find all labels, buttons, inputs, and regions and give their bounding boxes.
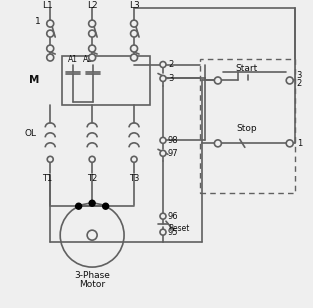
Circle shape: [76, 203, 82, 209]
Circle shape: [214, 77, 221, 84]
Text: A2: A2: [83, 55, 93, 64]
Text: Reset: Reset: [168, 224, 189, 233]
Text: 3-Phase: 3-Phase: [74, 270, 110, 280]
Text: T1: T1: [42, 174, 52, 183]
Circle shape: [160, 229, 166, 235]
Text: 2: 2: [168, 60, 173, 69]
Text: 95: 95: [168, 228, 178, 237]
Text: 97: 97: [168, 149, 179, 158]
Text: 96: 96: [168, 212, 179, 221]
Text: T3: T3: [129, 174, 139, 183]
Circle shape: [131, 45, 137, 52]
Circle shape: [89, 200, 95, 206]
Circle shape: [131, 20, 137, 27]
Circle shape: [47, 20, 54, 27]
Text: 3: 3: [297, 71, 302, 80]
Text: 1: 1: [35, 17, 41, 26]
Text: T2: T2: [87, 174, 97, 183]
Circle shape: [89, 156, 95, 162]
Circle shape: [89, 30, 96, 37]
Text: OL: OL: [24, 129, 36, 138]
Circle shape: [160, 213, 166, 219]
Circle shape: [160, 62, 166, 67]
Circle shape: [89, 54, 96, 61]
Circle shape: [160, 150, 166, 156]
Circle shape: [286, 140, 293, 147]
Text: 1: 1: [297, 139, 302, 148]
Text: L1: L1: [42, 1, 53, 10]
Bar: [200, 59, 295, 193]
Text: 3: 3: [168, 74, 173, 83]
Text: Stop: Stop: [237, 124, 257, 133]
Text: 98: 98: [168, 136, 179, 145]
Circle shape: [89, 20, 96, 27]
Circle shape: [160, 137, 166, 143]
Circle shape: [160, 75, 166, 82]
Circle shape: [214, 140, 221, 147]
Text: Motor: Motor: [79, 280, 105, 289]
Text: Start: Start: [236, 64, 258, 73]
Circle shape: [131, 30, 137, 37]
Circle shape: [47, 30, 54, 37]
Circle shape: [47, 54, 54, 61]
Circle shape: [47, 45, 54, 52]
Bar: [62, 55, 150, 105]
Text: M: M: [29, 75, 39, 86]
Text: A1: A1: [68, 55, 78, 64]
Circle shape: [131, 156, 137, 162]
Circle shape: [89, 45, 96, 52]
Circle shape: [47, 156, 53, 162]
Circle shape: [103, 203, 109, 209]
Circle shape: [131, 54, 137, 61]
Text: L3: L3: [129, 1, 139, 10]
Text: L2: L2: [87, 1, 97, 10]
Text: 2: 2: [297, 79, 302, 88]
Circle shape: [286, 77, 293, 84]
